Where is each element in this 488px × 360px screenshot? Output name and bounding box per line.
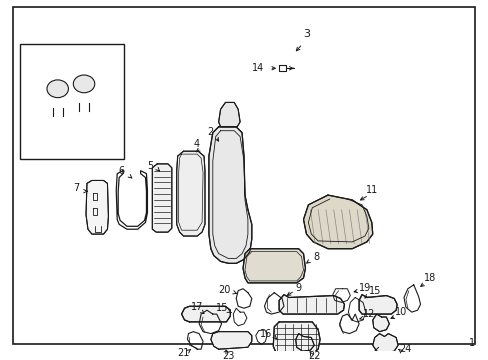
Polygon shape xyxy=(372,314,388,332)
Polygon shape xyxy=(181,306,230,322)
Text: 9: 9 xyxy=(295,283,301,293)
Polygon shape xyxy=(243,249,305,283)
Polygon shape xyxy=(210,332,251,349)
Text: 19: 19 xyxy=(358,283,370,293)
Polygon shape xyxy=(208,127,251,264)
Polygon shape xyxy=(218,102,240,127)
Polygon shape xyxy=(176,151,204,236)
Text: 4: 4 xyxy=(193,139,199,149)
Text: 13: 13 xyxy=(20,107,34,117)
Text: 11: 11 xyxy=(365,185,377,195)
Text: 3: 3 xyxy=(303,29,309,39)
Text: 8: 8 xyxy=(312,252,319,261)
Text: 15: 15 xyxy=(216,303,228,313)
Polygon shape xyxy=(303,195,372,249)
Bar xyxy=(20,44,124,159)
Text: 20: 20 xyxy=(218,285,230,295)
Ellipse shape xyxy=(73,75,95,93)
Text: 15: 15 xyxy=(368,286,380,296)
Polygon shape xyxy=(273,322,320,353)
Text: 5: 5 xyxy=(147,161,153,171)
Text: 22: 22 xyxy=(307,351,320,360)
Text: 6: 6 xyxy=(118,166,124,176)
Text: 17: 17 xyxy=(191,302,203,312)
Text: 23: 23 xyxy=(222,351,234,360)
Text: 14: 14 xyxy=(251,63,263,73)
Text: 16: 16 xyxy=(260,329,272,339)
Text: 2: 2 xyxy=(207,127,214,137)
Polygon shape xyxy=(358,294,396,314)
Polygon shape xyxy=(295,334,314,351)
Ellipse shape xyxy=(47,80,68,98)
Polygon shape xyxy=(152,164,171,232)
Text: 18: 18 xyxy=(423,273,436,283)
Text: 24: 24 xyxy=(399,344,411,354)
Text: 10: 10 xyxy=(394,307,407,317)
Polygon shape xyxy=(279,294,344,314)
Polygon shape xyxy=(372,334,397,353)
Text: 7: 7 xyxy=(73,183,79,193)
Text: 21: 21 xyxy=(177,348,189,358)
Text: 1: 1 xyxy=(468,338,474,348)
Polygon shape xyxy=(86,180,108,234)
Text: 12: 12 xyxy=(362,309,374,319)
